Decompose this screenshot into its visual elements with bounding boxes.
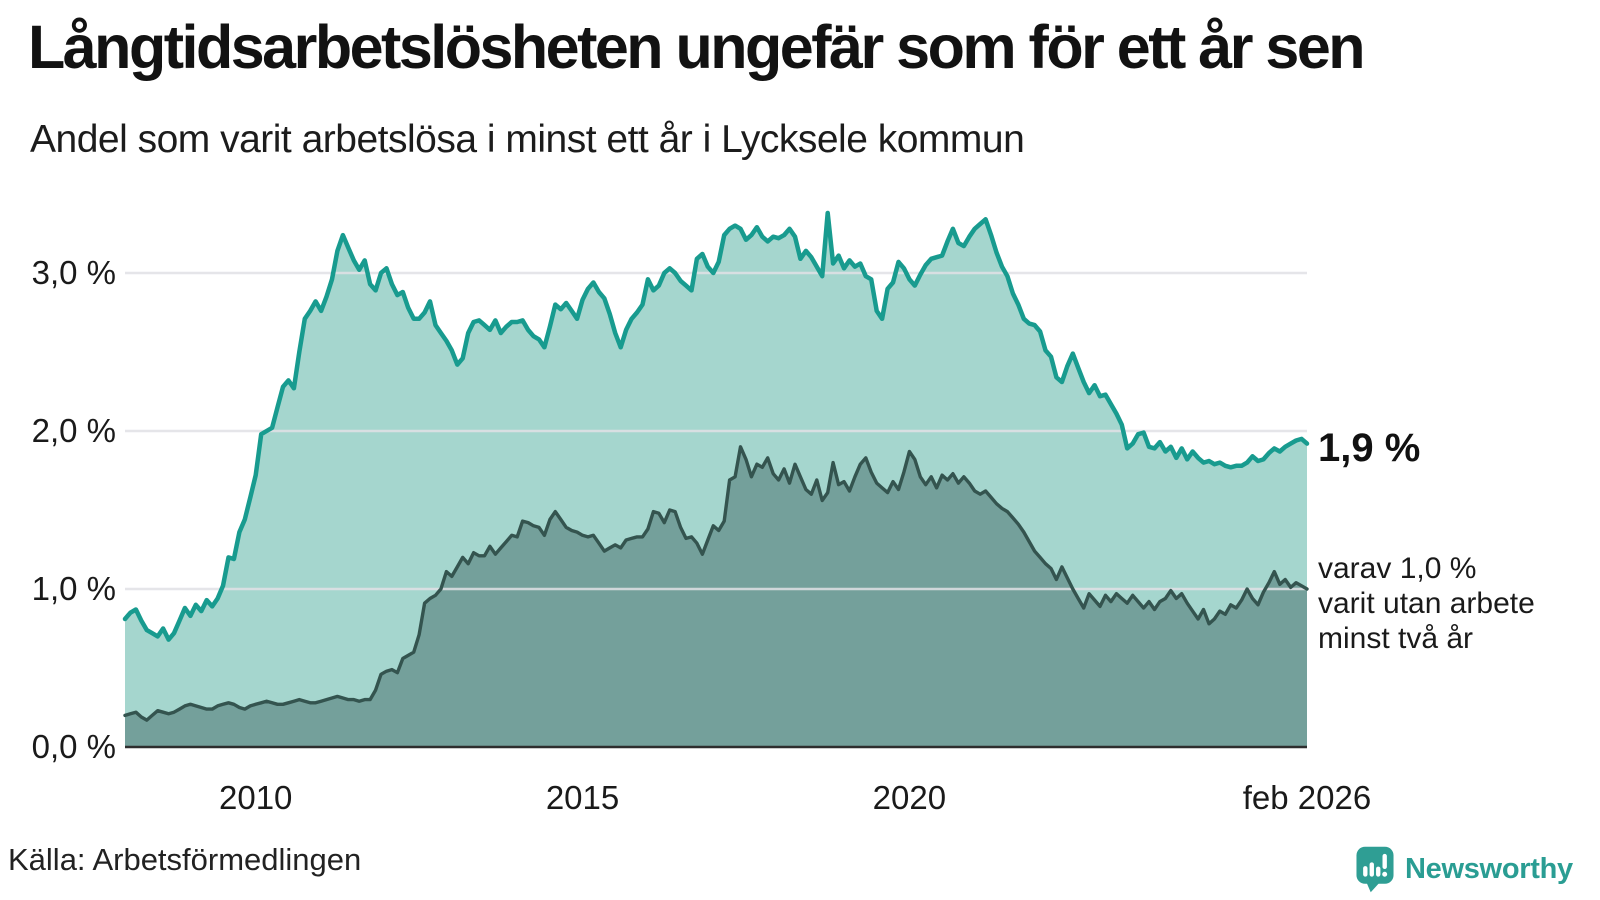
series-2-line xyxy=(123,445,1309,722)
series2-end-label-line1: varav 1,0 % xyxy=(1318,552,1477,585)
page-title: Långtidsarbetslösheten ungefär som för e… xyxy=(28,13,1366,81)
x-axis-tick-label: 2010 xyxy=(219,779,293,816)
source-attribution: Källa: Arbetsförmedlingen xyxy=(8,842,362,877)
series-1-line xyxy=(122,210,1310,642)
chart-subtitle: Andel som varit arbetslösa i minst ett å… xyxy=(30,118,1025,161)
newsworthy-wordmark: Newsworthy xyxy=(1405,853,1573,885)
x-axis-tick-label: 2020 xyxy=(872,779,947,816)
x-axis-tick-label: feb 2026 xyxy=(1242,779,1372,816)
series2-end-value-label: varav 1,0 % varit utan arbete minst två … xyxy=(1318,551,1535,656)
series-2-area xyxy=(125,446,1307,747)
series1-end-value-label: 1,9 % xyxy=(1318,426,1421,470)
y-axis-tick-label: 0,0 % xyxy=(31,728,116,765)
x-axis-tick-label: 2015 xyxy=(545,779,620,816)
series2-end-label-line2: varit utan arbete xyxy=(1318,587,1535,620)
series2-end-label-line3: minst två år xyxy=(1318,622,1474,655)
y-axis-tick-label: 3,0 % xyxy=(31,254,116,291)
newsworthy-logo: Newsworthy xyxy=(1356,846,1573,893)
newsworthy-speech-bubble-chart-icon xyxy=(1356,846,1394,893)
y-axis-tick-label: 1,0 % xyxy=(31,570,116,607)
y-axis-tick-label: 2,0 % xyxy=(31,412,116,449)
